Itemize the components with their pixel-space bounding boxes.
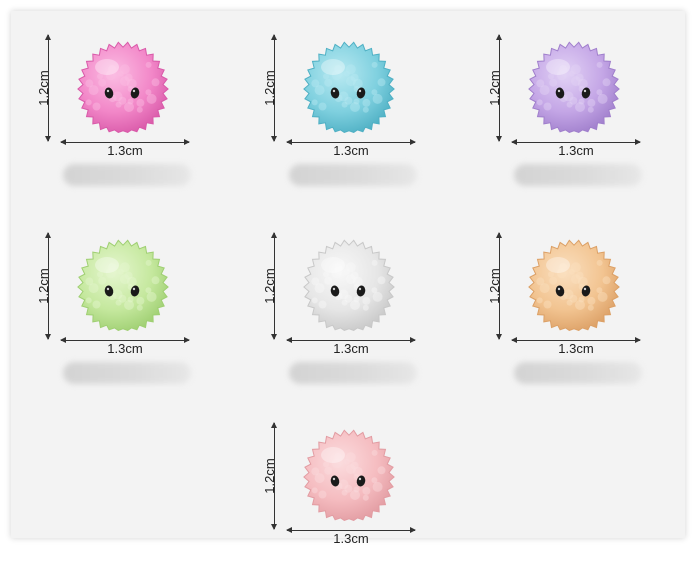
height-label: 1.2cm bbox=[487, 70, 502, 106]
width-dimension-arrow bbox=[60, 139, 190, 145]
product-item-purple: 1.2cm 1.3cm bbox=[466, 17, 656, 192]
height-dimension-arrow bbox=[271, 422, 277, 530]
height-label: 1.2cm bbox=[36, 268, 51, 304]
right-eye bbox=[356, 285, 366, 297]
product-item-pink: 1.2cm 1.3cm bbox=[15, 17, 205, 192]
product-item-green: 1.2cm 1.3cm bbox=[15, 215, 205, 390]
figure-body bbox=[77, 41, 169, 133]
height-dimension-arrow bbox=[496, 232, 502, 340]
height-label: 1.2cm bbox=[487, 268, 502, 304]
resin-hedgehog-figure bbox=[528, 239, 620, 331]
resin-hedgehog-figure bbox=[303, 41, 395, 133]
blurred-caption bbox=[63, 362, 191, 384]
left-eye bbox=[555, 87, 565, 99]
right-eye bbox=[356, 475, 366, 487]
width-dimension-arrow bbox=[60, 337, 190, 343]
blurred-caption bbox=[63, 164, 191, 186]
height-label: 1.2cm bbox=[262, 268, 277, 304]
right-eye bbox=[581, 285, 591, 297]
blurred-caption bbox=[514, 164, 642, 186]
width-dimension-arrow bbox=[511, 139, 641, 145]
right-eye bbox=[356, 87, 366, 99]
resin-hedgehog-figure bbox=[77, 239, 169, 331]
left-eye bbox=[330, 475, 340, 487]
blurred-caption bbox=[289, 164, 417, 186]
height-dimension-arrow bbox=[271, 232, 277, 340]
blurred-caption bbox=[289, 362, 417, 384]
width-label: 1.3cm bbox=[333, 143, 369, 158]
product-item-orange: 1.2cm 1.3cm bbox=[466, 215, 656, 390]
figure-body bbox=[77, 239, 169, 331]
height-label: 1.2cm bbox=[262, 458, 277, 494]
resin-hedgehog-figure bbox=[303, 429, 395, 521]
resin-hedgehog-figure bbox=[528, 41, 620, 133]
width-label: 1.3cm bbox=[558, 341, 594, 356]
left-eye bbox=[555, 285, 565, 297]
width-dimension-arrow bbox=[286, 527, 416, 533]
product-item-white: 1.2cm 1.3cm bbox=[241, 215, 431, 390]
left-eye bbox=[330, 285, 340, 297]
height-dimension-arrow bbox=[45, 232, 51, 340]
product-image-panel: 1.2cm 1.3cm 1.2cm 1.3cm 1.2cm 1.3cm 1.2c… bbox=[11, 11, 685, 546]
figure-body bbox=[303, 239, 395, 331]
blurred-caption bbox=[514, 362, 642, 384]
figure-body bbox=[528, 41, 620, 133]
height-label: 1.2cm bbox=[262, 70, 277, 106]
right-eye bbox=[130, 87, 140, 99]
left-eye bbox=[104, 285, 114, 297]
height-dimension-arrow bbox=[496, 34, 502, 142]
figure-body bbox=[303, 429, 395, 521]
height-label: 1.2cm bbox=[36, 70, 51, 106]
height-dimension-arrow bbox=[271, 34, 277, 142]
left-eye bbox=[104, 87, 114, 99]
resin-hedgehog-figure bbox=[303, 239, 395, 331]
width-label: 1.3cm bbox=[333, 531, 369, 546]
width-dimension-arrow bbox=[511, 337, 641, 343]
width-label: 1.3cm bbox=[107, 341, 143, 356]
product-item-blue: 1.2cm 1.3cm bbox=[241, 17, 431, 192]
right-eye bbox=[581, 87, 591, 99]
width-label: 1.3cm bbox=[333, 341, 369, 356]
resin-hedgehog-figure bbox=[77, 41, 169, 133]
figure-body bbox=[303, 41, 395, 133]
width-dimension-arrow bbox=[286, 139, 416, 145]
right-eye bbox=[130, 285, 140, 297]
left-eye bbox=[330, 87, 340, 99]
width-label: 1.3cm bbox=[558, 143, 594, 158]
width-dimension-arrow bbox=[286, 337, 416, 343]
figure-body bbox=[528, 239, 620, 331]
height-dimension-arrow bbox=[45, 34, 51, 142]
product-item-light-pink: 1.2cm 1.3cm bbox=[241, 405, 431, 580]
width-label: 1.3cm bbox=[107, 143, 143, 158]
